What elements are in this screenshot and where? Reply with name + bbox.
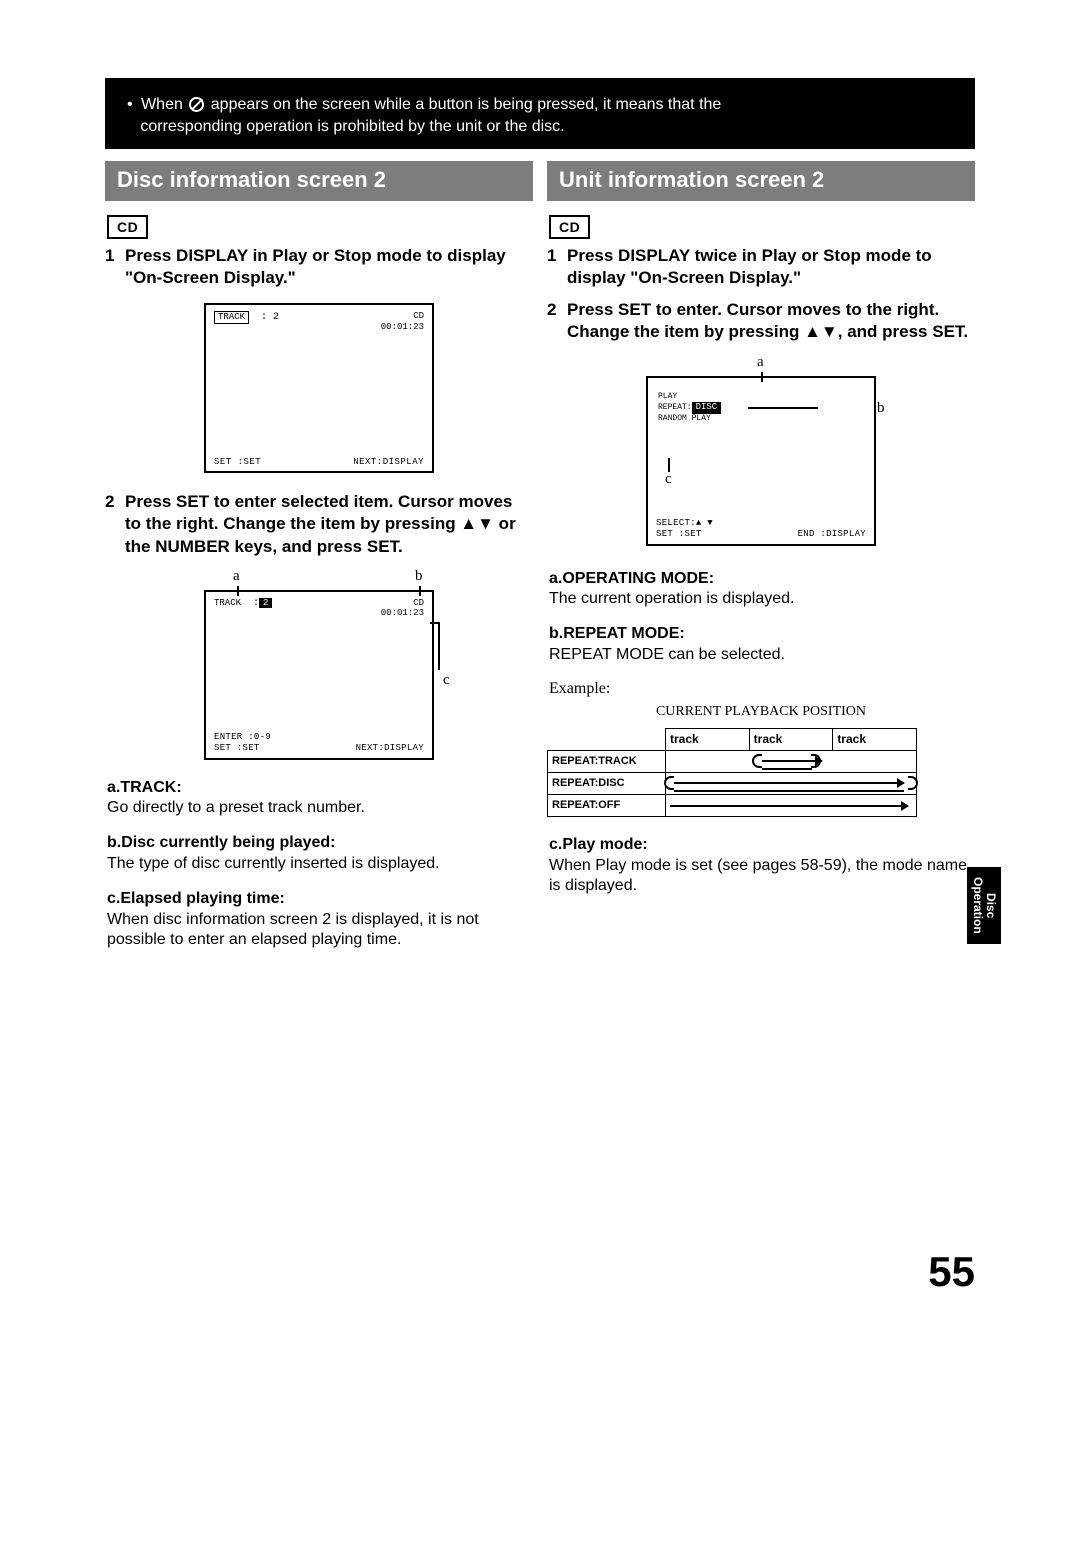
def-b-label: b.Disc currently being played: [107,833,531,854]
prohibit-icon [189,97,204,112]
step-number: 1 [105,245,125,289]
def-c-text: When Play mode is set (see pages 58-59),… [549,856,973,898]
track-value: 2 [273,312,279,323]
next-hint: NEXT:DISPLAY [353,457,424,468]
step-number: 2 [547,299,567,343]
page-number: 55 [928,1248,975,1296]
elapsed-time: 00:01:23 [381,608,424,619]
arrow-line [438,622,440,670]
arrow-line [674,790,904,792]
notice-text-1: When [141,96,183,113]
left-step-2: 2 Press SET to enter selected item. Curs… [105,491,533,557]
select-hint: SELECT:▲ ▼ [656,518,713,529]
example-label: Example: [549,680,973,698]
callout-b: b [415,568,423,585]
track-col-3: track [833,728,917,750]
side-tab-line2: Operation [971,877,985,934]
notice-text-3: corresponding operation is prohibited by… [140,118,564,135]
def-b: b.REPEAT MODE: REPEAT MODE can be select… [549,624,973,666]
disc-type: CD [381,311,424,322]
side-tab-line1: Disc [984,893,998,918]
repeat-value-highlight: DISC [692,402,722,414]
random-play-label: RANDOM PLAY [658,414,721,424]
bullet-icon: • [127,96,133,113]
right-step-1: 1 Press DISPLAY twice in Play or Stop mo… [547,245,975,289]
def-b-text: REPEAT MODE can be selected. [549,645,973,666]
disc-type: CD [381,598,424,609]
arrow-line [748,407,818,409]
def-a-label: a.OPERATING MODE: [549,569,973,590]
side-tab: Disc Operation [967,867,1001,944]
step-number: 1 [547,245,567,289]
track-col-1: track [666,728,750,750]
loop-arrow-icon [664,776,674,790]
playback-position-title: CURRENT PLAYBACK POSITION [547,704,975,720]
track-value-highlight: 2 [259,598,272,609]
cd-badge-left: CD [107,215,148,239]
def-b-text: The type of disc currently inserted is d… [107,854,531,875]
left-step-1: 1 Press DISPLAY in Play or Stop mode to … [105,245,533,289]
loop-arrow-icon [752,754,762,768]
callout-a: a [757,354,764,371]
set-hint: SET :SET [656,529,702,540]
step-number: 2 [105,491,125,557]
def-a: a.TRACK: Go directly to a preset track n… [107,778,531,820]
left-column: CD 1 Press DISPLAY in Play or Stop mode … [105,207,533,965]
def-a-text: The current operation is displayed. [549,589,973,610]
elapsed-time: 00:01:23 [381,322,424,333]
step-text: Press SET to enter. Cursor moves to the … [567,299,975,343]
callout-b: b [877,400,885,417]
play-label: PLAY [658,392,721,402]
track-label: TRACK [214,311,249,324]
section-header-left: Disc information screen 2 [105,161,533,201]
set-hint: SET :SET [214,457,261,468]
repeat-off-label: REPEAT:OFF [548,794,666,816]
callout-a: a [233,568,240,585]
section-header-right: Unit information screen 2 [547,161,975,201]
unit-screen: PLAY REPEAT:DISC RANDOM PLAY c SELECT:▲ … [646,376,876,546]
repeat-disc-label: REPEAT:DISC [548,772,666,794]
end-hint: END :DISPLAY [798,529,866,540]
set-hint: SET :SET [214,743,260,754]
def-c: c.Play mode: When Play mode is set (see … [549,835,973,897]
step-text: Press DISPLAY in Play or Stop mode to di… [125,245,533,289]
def-b: b.Disc currently being played: The type … [107,833,531,875]
arrow-line [762,768,812,770]
track-col-2: track [749,728,833,750]
def-a-label: a.TRACK: [107,778,531,799]
arrow-icon [670,805,908,807]
step-text: Press DISPLAY twice in Play or Stop mode… [567,245,975,289]
def-c-label: c.Elapsed playing time: [107,889,531,910]
def-c-text: When disc information screen 2 is displa… [107,910,531,952]
repeat-label: REPEAT: [658,403,692,412]
cd-badge-right: CD [549,215,590,239]
def-c: c.Elapsed playing time: When disc inform… [107,889,531,951]
track-label: TRACK [214,598,241,608]
def-b-label: b.REPEAT MODE: [549,624,973,645]
def-c-label: c.Play mode: [549,835,973,856]
enter-hint: ENTER :0-9 [214,732,271,743]
def-a-text: Go directly to a preset track number. [107,798,531,819]
callout-c: c [443,672,450,689]
right-column: CD 1 Press DISPLAY twice in Play or Stop… [547,207,975,965]
notice-bar: • When appears on the screen while a but… [105,78,975,149]
right-step-2: 2 Press SET to enter. Cursor moves to th… [547,299,975,343]
step-text: Press SET to enter selected item. Cursor… [125,491,533,557]
disc-screen-2: TRACK :2 CD 00:01:23 ENTER :0-9 [204,590,434,760]
repeat-track-label: REPEAT:TRACK [548,750,666,772]
callout-c: c [665,470,672,488]
notice-text-2: appears on the screen while a button is … [211,96,722,113]
arrow-icon [674,782,904,784]
repeat-mode-table: track track track REPEAT:TRACK REPEAT:DI… [547,728,917,817]
disc-screen-1: TRACK : 2 CD 00:01:23 SET :SET NEXT:DISP… [204,303,434,473]
loop-arrow-icon [908,776,918,790]
arrow-line [430,622,438,624]
next-hint: NEXT:DISPLAY [356,743,424,754]
def-a: a.OPERATING MODE: The current operation … [549,569,973,611]
